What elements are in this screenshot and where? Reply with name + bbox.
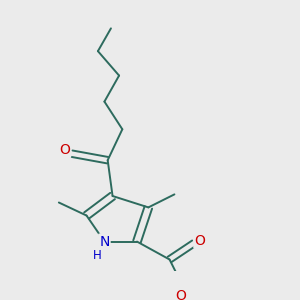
Text: H: H [93, 249, 102, 262]
Text: N: N [99, 235, 110, 249]
Text: O: O [59, 143, 70, 157]
Text: O: O [176, 289, 186, 300]
Text: O: O [194, 234, 205, 248]
